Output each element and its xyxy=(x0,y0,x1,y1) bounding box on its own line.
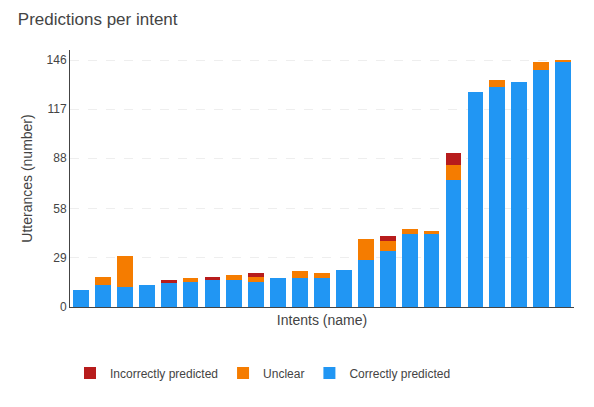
svg-text:88: 88 xyxy=(53,151,67,165)
svg-text:Correctly predicted: Correctly predicted xyxy=(349,367,450,381)
svg-text:Predictions per intent: Predictions per intent xyxy=(18,10,178,29)
svg-text:Incorrectly predicted: Incorrectly predicted xyxy=(110,367,218,381)
svg-text:146: 146 xyxy=(47,53,67,67)
svg-text:117: 117 xyxy=(47,102,66,116)
svg-text:29: 29 xyxy=(53,251,67,265)
svg-text:Intents (name): Intents (name) xyxy=(277,312,367,328)
svg-text:Utterances (number): Utterances (number) xyxy=(19,114,35,242)
svg-text:0: 0 xyxy=(60,300,67,314)
svg-text:58: 58 xyxy=(53,202,67,216)
svg-text:Unclear: Unclear xyxy=(263,367,304,381)
